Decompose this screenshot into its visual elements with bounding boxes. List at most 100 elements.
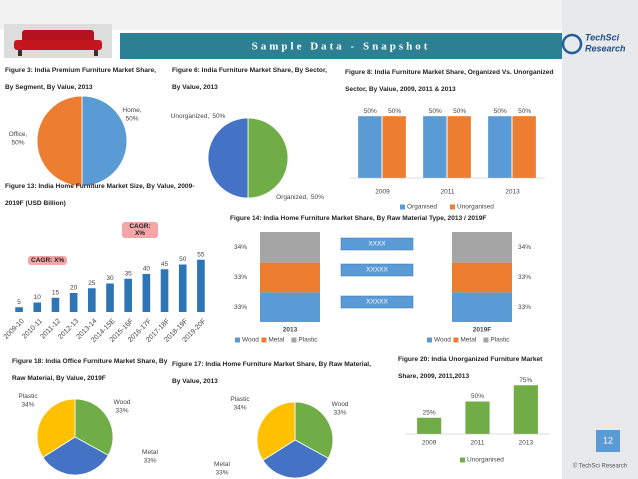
chart-title: Figure 6: India Furniture Market Share, … [172,67,327,91]
label-name: Unorganized, [171,113,210,120]
data-label: Organized, 50% [276,194,324,201]
label-name: Plastic [18,393,38,400]
copyright: © TechSci Research [573,463,627,470]
data-label: Wood 33% [332,401,349,416]
legend-label: Organised [407,204,437,211]
x-tick-label: 2011 [471,440,485,447]
pie-slice [36,95,83,187]
label-name: Wood [332,401,349,408]
label-value: 50% [212,113,225,120]
value-label: 50% [429,108,442,115]
value-label: 33% [518,274,531,281]
pie-slice [262,439,329,479]
data-label: Unorganized, 50% [171,113,226,120]
header-bar [120,33,562,59]
x-tick-label: 2013 [505,189,520,196]
header-title: Sample Data - Snapshot [252,41,431,53]
label-name: Metal [214,461,230,468]
x-tick-label: 2013 [283,327,298,334]
pie-slice [256,401,296,461]
pie-slice [36,398,76,458]
data-label: Metal 33% [142,449,158,464]
annotation: XXXXX [366,267,388,274]
legend-swatch [291,337,297,343]
x-tick-label: 2013 [519,440,534,447]
pie-slice [207,117,249,199]
chart-title: Figure 18: India Office Furniture Market… [12,358,168,382]
bar [423,116,447,178]
page-number: 12 [603,435,613,445]
pie-slice [42,436,109,476]
annotation: XXXXX [366,299,388,306]
legend-label: Wood [242,337,259,344]
pie-slice [81,95,128,187]
chart-title: Figure 20: India Unorganized Furniture M… [398,356,543,380]
bar [106,283,114,312]
value-label: 33% [234,274,247,281]
x-tick-label: 2011 [441,189,455,196]
value-label: 50 [179,256,187,263]
label-value: 33% [143,457,156,464]
sofa-image [4,24,112,58]
annotation: CAGR: X% [122,222,158,238]
label-value: 50% [11,139,24,146]
label-name: Wood [114,399,131,406]
data-label: Plastic 34% [230,396,250,411]
value-label: 20 [70,285,78,292]
label-value: 50% [125,115,138,122]
bar-segment [452,262,512,293]
bar [488,116,512,178]
bar [197,259,205,312]
legend-label: Plastic [490,337,510,344]
bar [513,385,538,434]
label-name: Organized, [276,194,308,201]
logo-text: Research [585,43,626,53]
annotation: CAGR: X% [28,256,68,265]
legend-label: Wood [434,337,451,344]
value-label: 75% [519,377,532,384]
value-label: 25 [88,280,96,287]
label-value: 34% [21,401,34,408]
legend-swatch [235,337,240,343]
pie-slice [247,117,289,199]
bar [124,278,132,312]
chart-title: Figure 3: India Premium Furniture Market… [5,67,156,91]
bar [69,293,78,312]
side-panel [562,0,638,479]
bar [382,116,406,178]
x-tick-label: 2009 [422,440,437,447]
annotation-box [340,237,414,251]
bar [51,297,60,312]
value-label: 45 [161,261,169,268]
bar-segment [260,262,320,293]
data-label: Home, 50% [122,107,141,122]
bar [88,288,96,312]
pie-slice [74,398,114,456]
bar [15,307,23,312]
bar [160,269,169,312]
value-label: 50% [388,108,401,115]
legend-swatch [261,337,267,343]
bar [417,417,442,434]
value-label: 50% [453,108,466,115]
label-value: 33% [215,469,228,476]
legend-label: Metal [460,337,476,344]
data-label: Metal 33% [214,461,230,476]
legend-swatch [450,204,455,210]
legend-swatch [400,204,405,210]
bar-segment [260,292,320,322]
legend-label: Plastic [298,337,318,344]
data-label: Office, 50% [9,131,28,146]
value-label: 55 [197,251,205,258]
annotation-box [340,263,414,277]
data-label: Wood 33% [114,399,131,414]
bar [447,116,471,178]
legend-swatch [483,337,489,343]
annotation-box [340,295,414,309]
value-label: 50% [364,108,377,115]
label-name: Metal [142,449,158,456]
value-label: 35 [125,270,133,277]
legend-swatch [427,337,432,343]
value-label: 30 [106,275,114,282]
